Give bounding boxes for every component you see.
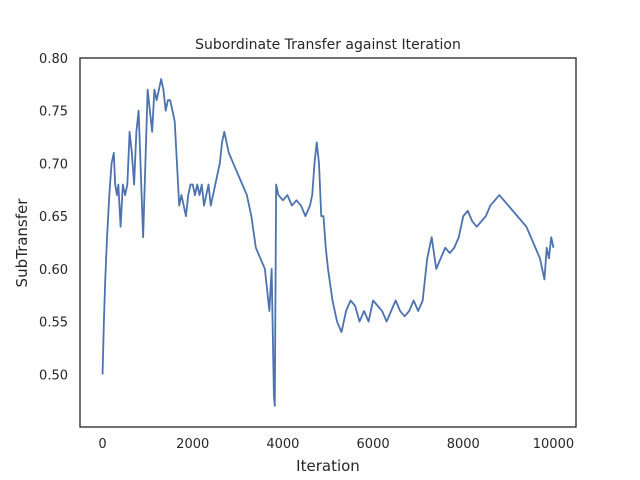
y-tick-label: 0.75: [39, 105, 68, 120]
y-tick-label: 0.60: [39, 263, 68, 278]
x-axis-ticks: 0 2000 4000 6000 8000 10000: [98, 437, 574, 452]
y-tick-label: 0.50: [39, 368, 68, 383]
y-tick-label: 0.55: [39, 316, 68, 331]
x-tick-label: 6000: [357, 437, 390, 452]
x-tick-label: 8000: [447, 437, 480, 452]
series-line: [101, 78, 555, 407]
x-tick-label: 2000: [176, 437, 209, 452]
x-axis-label: Iteration: [296, 457, 360, 475]
chart-title: Subordinate Transfer against Iteration: [195, 37, 461, 53]
plot-area: [101, 78, 555, 407]
y-tick-label: 0.65: [39, 210, 68, 225]
axes-frame: [79, 57, 577, 428]
x-tick-label: 10000: [533, 437, 574, 452]
y-axis-ticks: 0.50 0.55 0.60 0.65 0.70 0.75 0.80: [39, 52, 68, 383]
y-tick-label: 0.80: [39, 52, 68, 67]
x-tick-label: 4000: [266, 437, 299, 452]
y-tick-label: 0.70: [39, 157, 68, 172]
y-axis-label: SubTransfer: [13, 198, 31, 288]
x-tick-label: 0: [98, 437, 106, 452]
